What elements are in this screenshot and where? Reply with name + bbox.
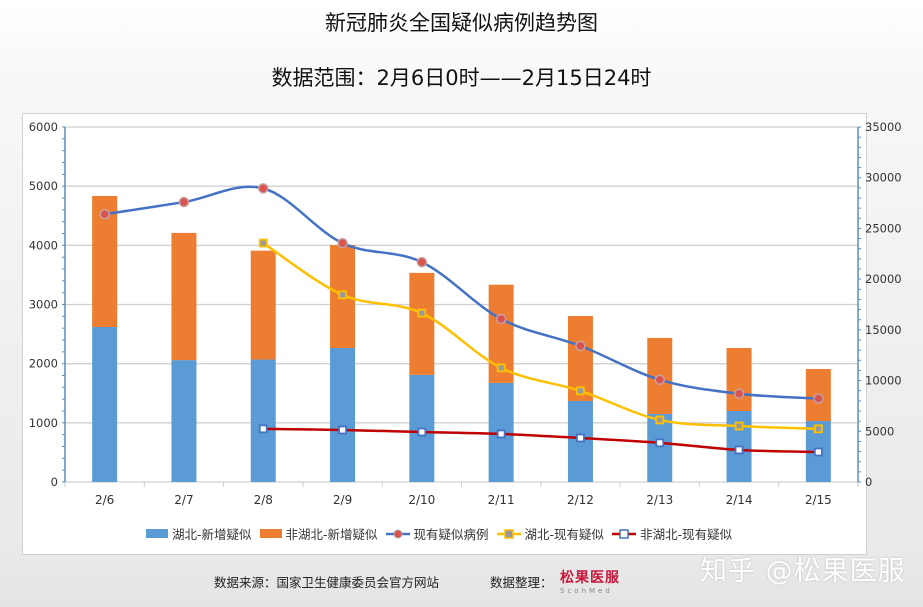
marker-non-hubei-existing [734, 445, 744, 455]
legend-label: 湖北-现有疑似 [524, 527, 605, 542]
bar-non-hubei-new [171, 232, 197, 361]
marker-total-existing [337, 237, 348, 249]
line-non-hubei-existing [263, 427, 819, 454]
right-axis-tick-label: 35000 [865, 120, 902, 134]
marker-hubei-existing [417, 308, 427, 318]
marker-total-existing [416, 256, 428, 268]
chart-subtitle: 数据范围：2月6日0时——2月15日24时 [271, 66, 652, 90]
legend: 湖北-新增疑似 非湖北-新增疑似 现有疑似病例 湖北-现有疑似 非湖北-现有疑似 [146, 524, 732, 543]
x-axis-tick-label: 2/6 [95, 493, 114, 507]
chart-title: 新冠肺炎全国疑似病例趋势图 [325, 11, 598, 35]
bar-hubei-new [647, 413, 673, 482]
legend-label: 现有疑似病例 [413, 527, 489, 542]
x-axis-tick-label: 2/8 [254, 493, 273, 507]
marker-total-existing [258, 183, 269, 194]
legend-label: 非湖北-现有疑似 [640, 527, 733, 542]
x-axis-tick-label: 2/15 [805, 493, 832, 507]
bar-hubei-new [171, 360, 197, 482]
left-axis-tick-label: 4000 [29, 238, 58, 252]
marker-hubei-existing [655, 415, 665, 425]
bar-hubei-new [250, 359, 276, 482]
marker-hubei-existing [338, 290, 347, 300]
legend-item: 非湖北-现有疑似 [612, 524, 732, 543]
left-axis-tick-label: 0 [51, 475, 58, 489]
x-axis-tick-label: 2/7 [174, 493, 193, 507]
bar-non-hubei-new [726, 347, 752, 411]
data-source: 数据来源：国家卫生健康委员会官方网站 [214, 575, 440, 590]
right-axis-tick-label: 5000 [865, 424, 894, 438]
bar-hubei-new [92, 326, 118, 482]
legend-item: 非湖北-新增疑似 [259, 524, 378, 543]
bar-hubei-new [330, 347, 356, 482]
bar-non-hubei-new [250, 250, 276, 360]
left-axis-tick-label: 6000 [29, 120, 58, 134]
logo-text: 松果医服 [560, 570, 620, 586]
legend-line-marker [612, 528, 637, 539]
x-axis-tick-label: 2/11 [488, 493, 515, 507]
marker-total-existing [733, 388, 745, 400]
x-axis-tick-label: 2/12 [567, 493, 594, 507]
marker-non-hubei-existing [258, 424, 268, 434]
marker-non-hubei-existing [417, 427, 427, 437]
marker-total-existing [99, 208, 110, 220]
x-axis-tick-label: 2/13 [646, 493, 673, 507]
marker-hubei-existing [258, 238, 268, 248]
right-axis-tick-label: 30000 [865, 171, 902, 185]
marker-hubei-existing [813, 424, 823, 434]
x-axis-tick-label: 2/9 [333, 493, 352, 507]
organizer-label: 数据整理： [490, 575, 553, 590]
marker-non-hubei-existing [496, 429, 506, 439]
right-axis-tick-label: 10000 [865, 374, 902, 388]
marker-hubei-existing [576, 386, 585, 396]
scohmed-logo: 松果医服 ScohMed [560, 567, 640, 601]
marker-total-existing [178, 196, 190, 208]
x-axis-tick-label: 2/10 [408, 493, 435, 507]
left-axis-tick-label: 1000 [29, 416, 58, 430]
marker-total-existing [813, 393, 824, 404]
right-axis-tick-label: 20000 [865, 272, 902, 286]
legend-item: 湖北-新增疑似 [146, 524, 252, 543]
marker-total-existing [654, 374, 665, 386]
line-hubei-existing [262, 241, 819, 431]
right-axis-tick-label: 0 [865, 475, 872, 489]
right-axis-tick-label: 15000 [865, 323, 902, 337]
legend-item: 现有疑似病例 [385, 524, 489, 543]
legend-label: 非湖北-新增疑似 [285, 527, 378, 542]
left-axis-tick-label: 5000 [29, 179, 58, 193]
legend-swatch [259, 529, 282, 538]
left-axis-tick-label: 3000 [29, 298, 58, 312]
marker-hubei-existing [496, 363, 506, 373]
right-axis-tick-label: 25000 [865, 221, 902, 235]
legend-label: 湖北-新增疑似 [172, 527, 252, 542]
logo-subtext: ScohMed [560, 587, 613, 595]
bar-non-hubei-new [409, 272, 435, 375]
legend-line-marker [496, 528, 521, 539]
marker-total-existing [575, 340, 586, 352]
legend-swatch [146, 529, 168, 538]
marker-non-hubei-existing [813, 447, 823, 457]
watermark: 知乎 @松果医服 [700, 556, 906, 587]
marker-non-hubei-existing [338, 425, 347, 435]
marker-non-hubei-existing [655, 438, 665, 448]
legend-line-marker [385, 529, 410, 538]
marker-non-hubei-existing [576, 433, 585, 443]
marker-total-existing [495, 313, 507, 325]
x-axis-tick-label: 2/14 [726, 493, 753, 507]
left-axis-tick-label: 2000 [29, 357, 58, 371]
marker-hubei-existing [734, 421, 744, 431]
line-total-existing [104, 185, 819, 400]
legend-item: 湖北-现有疑似 [496, 524, 605, 543]
